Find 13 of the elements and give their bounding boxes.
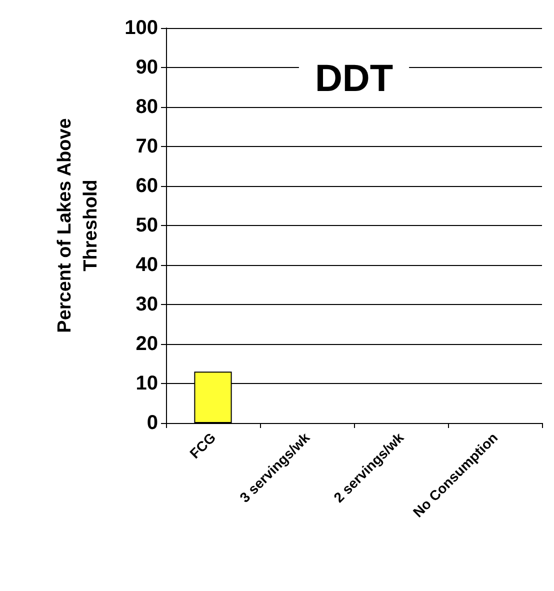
y-tick-label: 0 [146,412,158,434]
y-tick-label: 30 [136,294,158,316]
y-tick-label: 70 [136,136,158,158]
y-tick-label: 60 [136,175,158,197]
text: DDT [314,58,394,100]
y-tick-label: 10 [136,372,158,394]
y-tick-label: 20 [136,333,158,355]
y-tick-label: 100 [124,17,158,39]
y-tick-label: 90 [136,56,158,78]
y-tick-label: 50 [136,214,158,236]
y-axis-title: Percent of Lakes Above Threshold [54,118,102,333]
y-tick-label: 40 [136,254,158,276]
y-tick-label: 80 [136,96,158,118]
